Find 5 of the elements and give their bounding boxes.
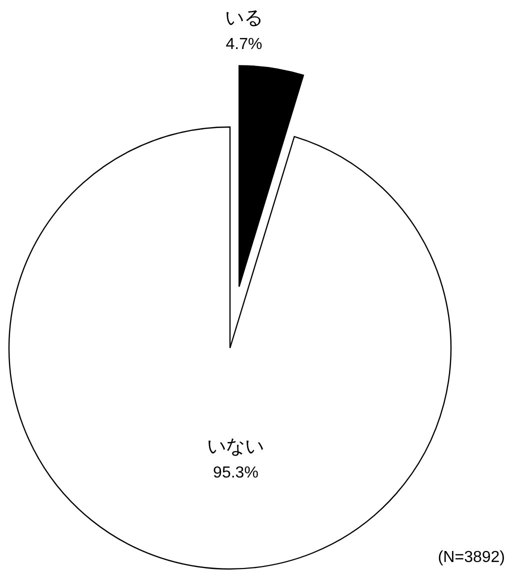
data-label: 4.7% [226, 36, 262, 53]
text: (N=3892) [438, 549, 505, 566]
slice-label: いる [225, 8, 263, 29]
slice-label: いない [207, 436, 264, 458]
data-label: 95.3% [213, 464, 258, 482]
